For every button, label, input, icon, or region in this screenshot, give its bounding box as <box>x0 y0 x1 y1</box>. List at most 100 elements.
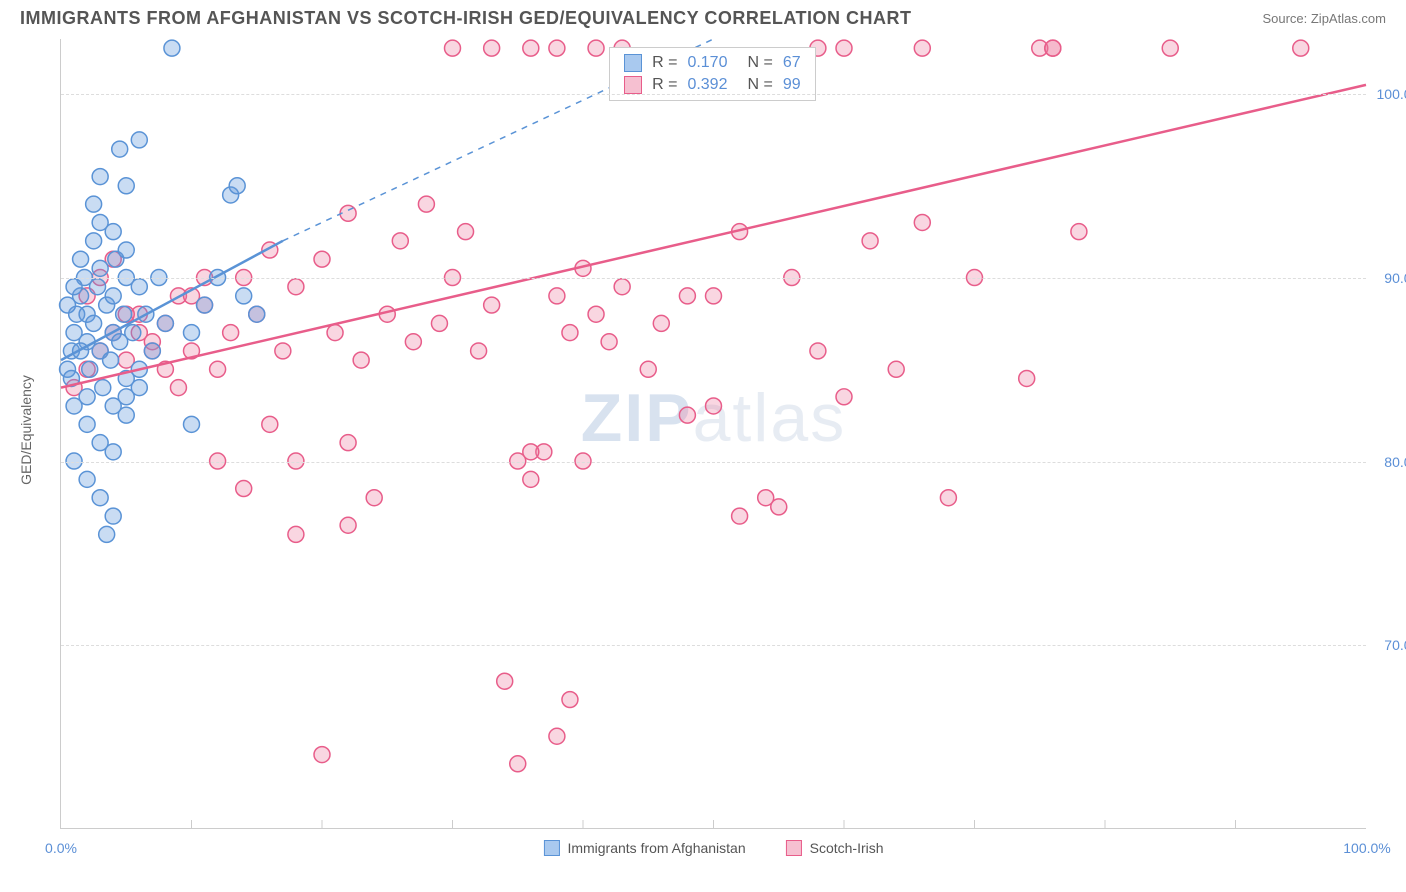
data-point <box>66 279 82 295</box>
data-point <box>92 260 108 276</box>
data-point <box>105 444 121 460</box>
stats-r-value: 0.170 <box>687 54 727 72</box>
data-point <box>340 517 356 533</box>
data-point <box>614 279 630 295</box>
data-point <box>810 343 826 359</box>
data-point <box>184 325 200 341</box>
scatter-svg <box>61 39 1366 828</box>
chart-plot-area: ZIPatlas R = 0.170N = 67R = 0.392N = 99 … <box>60 39 1366 829</box>
stats-r-value: 0.392 <box>687 76 727 94</box>
gridline-horizontal <box>61 278 1366 279</box>
data-point <box>288 526 304 542</box>
data-point <box>82 361 98 377</box>
legend-item: Immigrants from Afghanistan <box>543 840 745 856</box>
data-point <box>836 389 852 405</box>
stats-n-label: N = <box>747 76 772 94</box>
data-point <box>73 251 89 267</box>
data-point <box>79 416 95 432</box>
data-point <box>223 325 239 341</box>
legend-label: Scotch-Irish <box>810 840 884 856</box>
data-point <box>562 692 578 708</box>
data-point <box>314 747 330 763</box>
stats-row: R = 0.392 N = 99 <box>610 74 815 96</box>
y-tick-label: 90.0% <box>1374 270 1406 286</box>
data-point <box>170 380 186 396</box>
data-point <box>405 334 421 350</box>
data-point <box>549 40 565 56</box>
data-point <box>112 141 128 157</box>
data-point <box>940 490 956 506</box>
data-point <box>327 325 343 341</box>
data-point <box>1019 370 1035 386</box>
data-point <box>95 380 111 396</box>
stats-r-label: R = <box>652 76 677 94</box>
data-point <box>131 279 147 295</box>
data-point <box>125 325 141 341</box>
data-point <box>229 178 245 194</box>
data-point <box>758 490 774 506</box>
data-point <box>836 40 852 56</box>
stats-n-value: 67 <box>783 54 801 72</box>
data-point <box>392 233 408 249</box>
data-point <box>640 361 656 377</box>
data-point <box>1162 40 1178 56</box>
data-point <box>588 40 604 56</box>
data-point <box>601 334 617 350</box>
data-point <box>79 471 95 487</box>
data-point <box>184 416 200 432</box>
data-point <box>157 315 173 331</box>
data-point <box>1071 224 1087 240</box>
data-point <box>458 224 474 240</box>
data-point <box>445 40 461 56</box>
data-point <box>562 325 578 341</box>
data-point <box>588 306 604 322</box>
legend-label: Immigrants from Afghanistan <box>567 840 745 856</box>
data-point <box>197 297 213 313</box>
legend: Immigrants from Afghanistan Scotch-Irish <box>543 840 883 856</box>
data-point <box>914 40 930 56</box>
gridline-horizontal <box>61 94 1366 95</box>
chart-title: IMMIGRANTS FROM AFGHANISTAN VS SCOTCH-IR… <box>20 8 912 29</box>
data-point <box>314 251 330 267</box>
data-point <box>236 288 252 304</box>
data-point <box>105 224 121 240</box>
data-point <box>118 242 134 258</box>
x-tick-label: 100.0% <box>1343 840 1390 856</box>
stats-n-value: 99 <box>783 76 801 94</box>
source-label: Source: ZipAtlas.com <box>1262 11 1386 26</box>
stats-row: R = 0.170N = 67 <box>610 52 815 74</box>
data-point <box>914 214 930 230</box>
data-point <box>679 288 695 304</box>
data-point <box>484 40 500 56</box>
data-point <box>549 728 565 744</box>
data-point <box>164 40 180 56</box>
data-point <box>549 288 565 304</box>
chart-header: IMMIGRANTS FROM AFGHANISTAN VS SCOTCH-IR… <box>0 0 1406 33</box>
data-point <box>103 352 119 368</box>
data-point <box>86 196 102 212</box>
data-point <box>92 169 108 185</box>
legend-item: Scotch-Irish <box>786 840 884 856</box>
data-point <box>366 490 382 506</box>
data-point <box>484 297 500 313</box>
data-point <box>1045 40 1061 56</box>
data-point <box>262 416 278 432</box>
data-point <box>497 673 513 689</box>
y-tick-label: 100.0% <box>1374 86 1406 102</box>
data-point <box>105 508 121 524</box>
data-point <box>471 343 487 359</box>
y-axis-label: GED/Equivalency <box>18 375 34 485</box>
x-tick-label: 0.0% <box>45 840 77 856</box>
data-point <box>92 490 108 506</box>
trend-line <box>61 85 1366 388</box>
data-point <box>353 352 369 368</box>
data-point <box>105 288 121 304</box>
stats-n-label: N = <box>747 54 772 72</box>
data-point <box>418 196 434 212</box>
data-point <box>99 526 115 542</box>
correlation-stats-box: R = 0.170 N = 67 R = 0.392 N = 99 <box>609 47 816 101</box>
data-point <box>888 361 904 377</box>
data-point <box>510 756 526 772</box>
data-point <box>523 471 539 487</box>
data-point <box>210 361 226 377</box>
